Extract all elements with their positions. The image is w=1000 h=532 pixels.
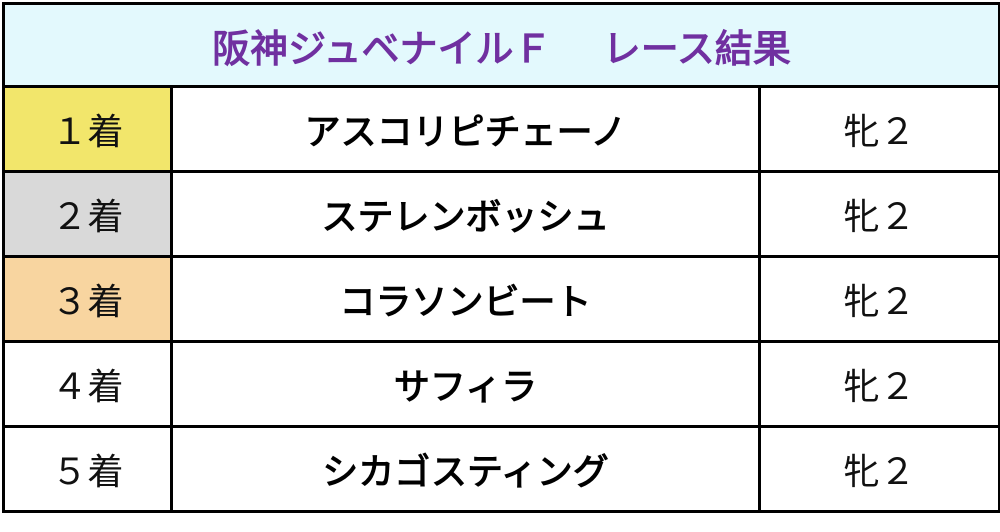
sex-age-cell: 牝２ (758, 170, 1000, 258)
horse-name-cell: サフィラ (170, 340, 761, 428)
title-row: 阪神ジュベナイルＦ レース結果 (2, 2, 1000, 88)
result-row: ５着 シカゴスティング 牝２ (2, 425, 1000, 513)
horse-name-cell: アスコリピチェーノ (170, 85, 761, 173)
horse-name-cell: コラソンビート (170, 255, 761, 343)
horse-name-cell: シカゴスティング (170, 425, 761, 513)
rank-cell: ２着 (2, 170, 173, 258)
rank-cell: ５着 (2, 425, 173, 513)
result-row: ４着 サフィラ 牝２ (2, 340, 1000, 428)
result-row: ３着 コラソンビート 牝２ (2, 255, 1000, 343)
result-row: １着 アスコリピチェーノ 牝２ (2, 85, 1000, 173)
horse-name-cell: ステレンボッシュ (170, 170, 761, 258)
rank-cell: ４着 (2, 340, 173, 428)
sex-age-cell: 牝２ (758, 255, 1000, 343)
table-title: 阪神ジュベナイルＦ レース結果 (2, 2, 1000, 88)
sex-age-cell: 牝２ (758, 340, 1000, 428)
result-row: ２着 ステレンボッシュ 牝２ (2, 170, 1000, 258)
rank-cell: ３着 (2, 255, 173, 343)
sex-age-cell: 牝２ (758, 85, 1000, 173)
sex-age-cell: 牝２ (758, 425, 1000, 513)
rank-cell: １着 (2, 85, 173, 173)
results-table: 阪神ジュベナイルＦ レース結果 １着 アスコリピチェーノ 牝２ ２着 ステレンボッシュ牝… (2, 2, 1000, 513)
